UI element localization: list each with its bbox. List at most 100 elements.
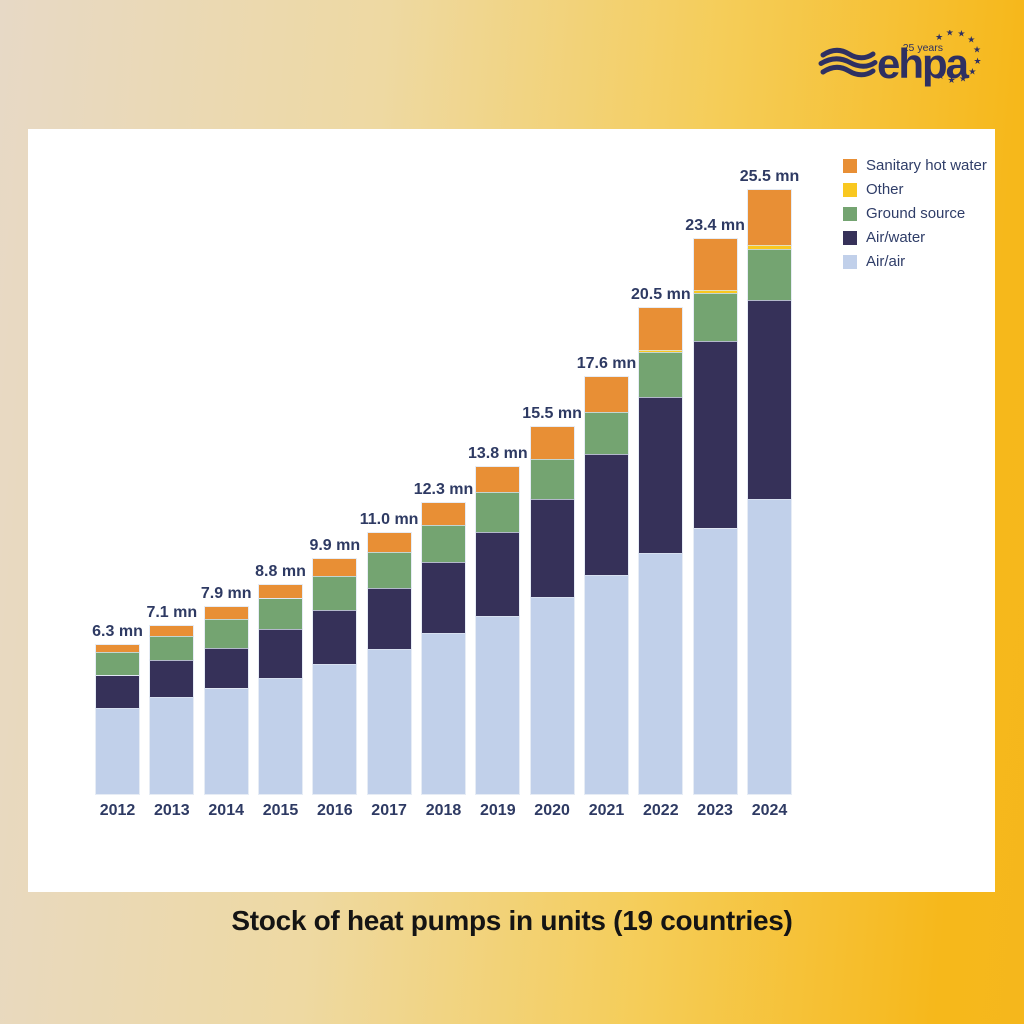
segment-2015-air-water — [258, 628, 303, 679]
total-label-2022: 20.5 mn — [631, 286, 691, 304]
segment-2015-air-air — [258, 676, 303, 795]
segment-2023-sanitary-hot-water — [692, 238, 738, 292]
year-label-2016: 2016 — [317, 802, 353, 819]
segment-2019-air-air — [475, 615, 521, 796]
segment-2018-air-air — [421, 631, 466, 795]
segment-2020-sanitary-hot-water — [529, 425, 575, 460]
total-label-2023: 23.4 mn — [685, 217, 745, 235]
segment-2016-air-air — [312, 662, 358, 795]
waves-icon — [818, 47, 878, 78]
eu-stars-icon: ★ ★ ★ ★ ★ ★ ★ ★ ★ ★ — [935, 30, 981, 86]
segment-2024-ground-source — [747, 247, 792, 301]
legend-item-sanitary-hot-water: Sanitary hot water — [843, 157, 987, 174]
ehpa-logo: ehpa 25 years ★ ★ ★ ★ ★ ★ ★ ★ ★ ★ — [818, 30, 982, 87]
segment-2021-sanitary-hot-water — [584, 375, 629, 414]
segment-2018-ground-source — [421, 524, 466, 563]
total-label-2017: 11.0 mn — [359, 511, 419, 529]
year-label-2015: 2015 — [262, 802, 299, 819]
svg-text:★: ★ — [968, 68, 976, 78]
segment-2016-air-water — [312, 609, 358, 665]
legend-swatch-other — [843, 183, 857, 197]
stacked-bar-chart: 6.3 mn 2012 7.1 mn 2013 7.9 mn 2014 8.8 mn 2015… — [28, 129, 995, 892]
segment-2015-sanitary-hot-water — [258, 584, 303, 600]
year-label-2012: 2012 — [99, 802, 136, 819]
year-label-2013: 2013 — [154, 802, 190, 819]
svg-text:★: ★ — [957, 30, 965, 40]
year-label-2017: 2017 — [371, 802, 407, 819]
segment-2024-sanitary-hot-water — [747, 188, 792, 247]
segment-2021-ground-source — [584, 411, 629, 455]
segment-2019-sanitary-hot-water — [475, 465, 521, 493]
legend-swatch-air-air — [843, 255, 857, 269]
segment-2021-air-water — [584, 452, 629, 576]
svg-text:★: ★ — [959, 75, 967, 85]
year-label-2019: 2019 — [480, 802, 516, 819]
segment-2018-air-water — [421, 560, 466, 634]
segment-2022-sanitary-hot-water — [638, 307, 684, 351]
segment-2022-other — [638, 348, 684, 354]
legend-label-ground-source: Ground source — [866, 205, 966, 222]
segment-2022-ground-source — [638, 351, 684, 398]
total-label-2013: 7.1 mn — [146, 603, 198, 621]
segment-2016-ground-source — [312, 574, 358, 612]
badge-25-years: 25 years — [903, 42, 943, 54]
segment-2012-air-water — [95, 674, 140, 709]
segment-2019-ground-source — [475, 490, 521, 534]
year-label-2014: 2014 — [208, 802, 244, 819]
segment-2020-air-air — [529, 596, 575, 795]
page-title: Stock of heat pumps in units (19 countri… — [231, 905, 793, 936]
svg-text:★: ★ — [973, 46, 981, 56]
total-label-2019: 13.8 mn — [468, 444, 528, 462]
segment-2013-ground-source — [149, 635, 195, 662]
legend-label-sanitary-hot-water: Sanitary hot water — [866, 157, 987, 174]
segment-2023-air-air — [692, 527, 738, 795]
legend-swatch-ground-source — [843, 207, 857, 221]
legend-label-other: Other — [866, 181, 904, 198]
year-label-2018: 2018 — [425, 802, 462, 819]
segment-2012-ground-source — [95, 650, 140, 677]
segment-2013-air-air — [149, 695, 195, 795]
segment-2014-air-air — [203, 687, 249, 795]
segment-2015-ground-source — [258, 597, 303, 631]
total-label-2016: 9.9 mn — [309, 537, 361, 555]
segment-2014-sanitary-hot-water — [203, 605, 249, 620]
segment-2022-air-air — [638, 552, 684, 795]
segment-2017-sanitary-hot-water — [366, 532, 412, 554]
segment-2020-ground-source — [529, 457, 575, 500]
total-label-2014: 7.9 mn — [200, 584, 252, 602]
segment-2012-sanitary-hot-water — [95, 643, 140, 653]
svg-text:★: ★ — [947, 76, 955, 86]
segment-2019-air-water — [475, 531, 521, 618]
total-label-2024: 25.5 mn — [739, 167, 800, 185]
segment-2013-sanitary-hot-water — [149, 624, 195, 638]
legend-item-other: Other — [843, 181, 987, 198]
segment-2013-air-water — [149, 659, 195, 698]
chart-card: 6.3 mn 2012 7.1 mn 2013 7.9 mn 2014 8.8 mn 2015… — [28, 129, 995, 892]
svg-text:★: ★ — [946, 30, 954, 39]
segment-2016-sanitary-hot-water — [312, 558, 358, 577]
legend-item-air-air: Air/air — [843, 254, 987, 269]
svg-text:★: ★ — [973, 57, 981, 67]
year-label-2022: 2022 — [643, 802, 679, 819]
total-label-2018: 12.3 mn — [413, 480, 474, 498]
svg-text:★: ★ — [967, 36, 975, 46]
svg-text:★: ★ — [937, 72, 945, 82]
year-label-2020: 2020 — [534, 802, 570, 819]
segment-2022-air-water — [638, 395, 684, 555]
total-label-2012: 6.3 mn — [92, 622, 143, 640]
segment-2018-sanitary-hot-water — [421, 501, 466, 526]
total-label-2021: 17.6 mn — [576, 354, 637, 372]
segment-2012-air-air — [95, 706, 140, 795]
segment-2017-air-water — [366, 586, 412, 651]
legend-label-air-water: Air/water — [866, 229, 926, 246]
legend-swatch-air-water — [843, 231, 857, 245]
segment-2014-air-water — [203, 647, 249, 690]
segment-2023-ground-source — [692, 291, 738, 343]
segment-2023-other — [692, 289, 738, 294]
legend-item-ground-source: Ground source — [843, 205, 987, 222]
segment-2024-air-water — [747, 298, 792, 500]
svg-text:★: ★ — [935, 33, 943, 43]
segment-2014-ground-source — [203, 617, 249, 650]
year-label-2023: 2023 — [697, 802, 733, 819]
